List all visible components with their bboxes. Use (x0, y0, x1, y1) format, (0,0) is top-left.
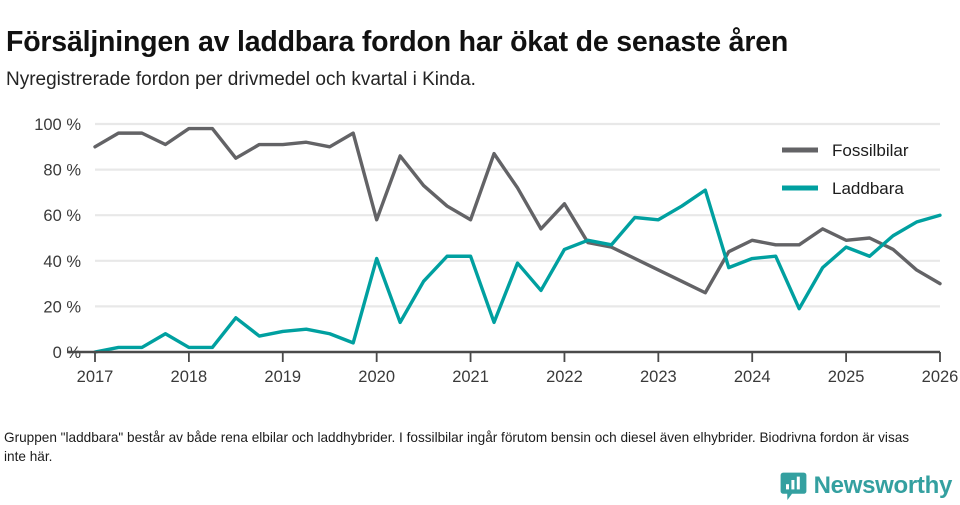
chart-legend: Fossilbilar Laddbara (782, 141, 909, 198)
x-tick-label: 2024 (734, 368, 771, 386)
newsworthy-logo: Newsworthy (780, 471, 952, 501)
legend-label: Fossilbilar (832, 141, 909, 160)
x-axis-tick-labels: 2017 2018 2019 2020 2021 2022 2023 2024 2025 2026 (77, 368, 959, 386)
x-tick-label: 2017 (77, 368, 114, 386)
page-title: Försäljningen av laddbara fordon har öka… (6, 26, 789, 59)
x-tick-label: 2020 (358, 368, 395, 386)
x-tick-label: 2025 (828, 368, 865, 386)
x-axis (67, 350, 941, 362)
y-tick-label: 60 % (43, 207, 81, 225)
x-tick-label: 2018 (171, 368, 208, 386)
brand-name: Newsworthy (813, 472, 953, 499)
y-tick-label: 40 % (43, 253, 81, 271)
y-tick-label: 0 % (53, 344, 82, 362)
line-chart: 0 % 20 % 40 % 60 % 80 % 100 % 2017 2018 2019 202… (0, 106, 960, 396)
page-subtitle: Nyregistrerade fordon per drivmedel och … (6, 69, 476, 90)
chart-footnote: Gruppen "laddbara" består av både rena e… (4, 430, 910, 464)
x-tick-label: 2023 (640, 368, 677, 386)
x-tick-label: 2026 (922, 368, 959, 386)
series-line-laddbara (93, 188, 942, 354)
series-lines (93, 126, 942, 354)
legend-label: Laddbara (832, 179, 904, 198)
y-axis-tick-labels: 0 % 20 % 40 % 60 % 80 % 100 % (34, 116, 81, 362)
y-tick-label: 80 % (43, 162, 81, 180)
x-tick-label: 2022 (546, 368, 583, 386)
x-tick-label: 2019 (264, 368, 301, 386)
x-tick-label: 2021 (452, 368, 489, 386)
series-line-fossilbilar (93, 126, 942, 295)
y-tick-label: 20 % (43, 298, 81, 316)
chart-svg: 0 % 20 % 40 % 60 % 80 % 100 % 2017 2018 2019 202… (34, 116, 959, 386)
bar-chart-speech-bubble-icon (780, 472, 807, 500)
y-tick-label: 100 % (34, 116, 81, 134)
